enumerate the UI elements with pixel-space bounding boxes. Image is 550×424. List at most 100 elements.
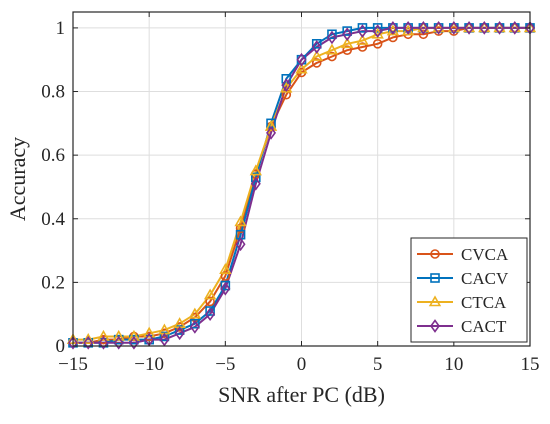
data-point-cacv (372, 23, 383, 33)
data-point-ctca (142, 326, 156, 338)
series-markers (66, 21, 537, 350)
data-point-cvca (205, 296, 215, 307)
y-tick-label: 0.4 (41, 209, 65, 230)
x-tick-label: 5 (373, 354, 383, 375)
data-point-cact (326, 30, 337, 45)
x-axis-label: SNR after PC (dB) (218, 382, 385, 407)
data-point-cacv (159, 331, 170, 342)
data-point-cact (494, 21, 505, 35)
legend-label: CVCA (461, 245, 509, 264)
y-tick-label: 0.8 (41, 82, 65, 103)
data-point-cacv (327, 29, 337, 40)
data-point-ctca (219, 263, 232, 274)
x-tick-label: −5 (215, 354, 235, 375)
data-point-ctca (295, 62, 308, 74)
legend: CVCA CACV CTCA CACT (410, 237, 528, 343)
legend-item-cacv: CACV (417, 269, 509, 288)
x-tick-label: 0 (297, 354, 307, 375)
data-point-cvca (327, 51, 337, 62)
data-point-cvca (220, 271, 231, 281)
data-point-cact (159, 332, 170, 347)
legend-item-ctca: CTCA (417, 293, 507, 312)
x-tick-label: 15 (521, 354, 540, 375)
x-tick-label: 10 (444, 354, 463, 375)
data-point-ctca (188, 307, 202, 319)
series-line-cact (73, 26, 530, 344)
data-point-cvca (235, 223, 246, 234)
data-point-cact (296, 52, 307, 67)
data-point-cact (372, 24, 383, 38)
data-point-ctca (112, 329, 125, 341)
legend-swatch-marker (428, 295, 442, 307)
legend-swatch-marker (430, 319, 440, 333)
data-point-cact (266, 126, 277, 140)
legend-swatch-marker (430, 249, 440, 259)
data-point-cact (189, 320, 200, 334)
y-tick-label: 0.2 (41, 272, 65, 293)
data-point-ctca (432, 21, 445, 33)
data-point-cacv (357, 23, 368, 33)
legend-item-cact: CACT (417, 317, 507, 336)
data-point-ctca (310, 49, 323, 61)
data-point-ctca (249, 164, 262, 176)
data-point-cact (174, 326, 185, 341)
data-point-cacv (174, 325, 185, 335)
data-point-cact (357, 24, 368, 38)
data-point-ctca (417, 21, 430, 33)
data-point-cact (281, 78, 292, 93)
data-point-cacv (205, 306, 215, 316)
data-point-cact (387, 21, 398, 35)
legend-swatch-marker (430, 273, 440, 283)
data-point-cacv (342, 26, 353, 36)
y-tick-label: 0.6 (41, 145, 65, 166)
data-point-cvca (372, 39, 383, 49)
data-point-cact (113, 335, 124, 350)
data-point-cacv (220, 280, 231, 291)
data-point-ctca (462, 21, 476, 33)
data-point-ctca (127, 329, 141, 341)
legend-label: CTCA (461, 293, 507, 312)
data-point-ctca (264, 119, 278, 131)
data-point-ctca (356, 34, 369, 45)
data-point-ctca (478, 21, 491, 33)
data-point-ctca (341, 37, 354, 49)
y-axis-label: Accuracy (5, 137, 30, 221)
legend-item-cvca: CVCA (417, 245, 509, 264)
series-markers-cact (68, 21, 535, 350)
data-point-cact (220, 281, 231, 296)
x-tick-label: −15 (58, 354, 88, 375)
data-point-cact (83, 335, 94, 350)
data-point-cact (311, 40, 322, 54)
data-point-cact (418, 21, 429, 35)
y-tick-labels: 0 0.2 0.4 0.6 0.8 1 (41, 18, 65, 357)
x-tick-label: −10 (134, 354, 164, 375)
data-point-cacv (190, 318, 200, 329)
data-point-cvca (357, 42, 368, 52)
data-point-cact (250, 176, 261, 191)
data-point-cact (342, 27, 353, 42)
data-point-cact (128, 335, 139, 350)
data-point-cact (433, 21, 444, 35)
data-point-ctca (203, 288, 217, 300)
data-point-ctca (325, 43, 339, 55)
data-point-cvca (342, 45, 353, 55)
y-tick-label: 1 (56, 18, 66, 39)
data-point-ctca (234, 215, 247, 227)
data-point-cact (235, 237, 246, 252)
data-point-cact (464, 21, 475, 35)
data-point-cact (205, 307, 216, 322)
data-point-cvca (311, 58, 322, 68)
y-tick-label: 0 (56, 336, 66, 357)
data-point-cact (68, 335, 78, 350)
legend-box (410, 237, 528, 343)
data-point-cact (448, 21, 459, 35)
data-point-ctca (447, 21, 461, 33)
data-point-cact (403, 21, 414, 35)
data-point-cacv (251, 172, 261, 183)
data-point-ctca (493, 21, 506, 33)
data-point-cact (479, 21, 490, 35)
data-point-cvca (418, 29, 429, 40)
data-point-cacv (311, 39, 322, 49)
data-point-ctca (508, 21, 521, 33)
